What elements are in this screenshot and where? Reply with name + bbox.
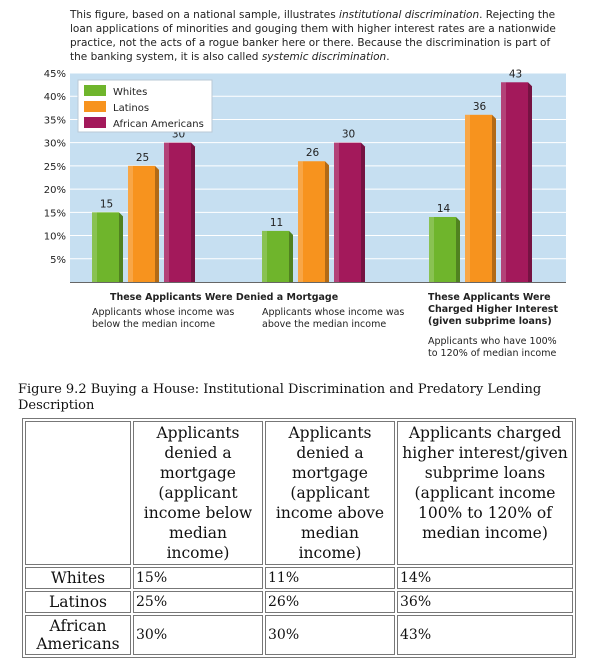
table-header: Applicants denied a mortgage (applicant … <box>265 421 395 565</box>
y-tick-label: 5% <box>50 255 66 266</box>
bar-value-label: 11 <box>270 217 283 229</box>
table-header-row: Applicants denied a mortgage (applicant … <box>25 421 573 565</box>
group-label-below: Applicants whose income was below the me… <box>92 307 235 330</box>
figure-caption: Figure 9.2 Buying a House: Institutional… <box>18 382 542 413</box>
y-tick-label: 30% <box>44 139 66 150</box>
bar-value-label: 14 <box>437 203 451 215</box>
group-label-100-120: Applicants who have 100% to 120% of medi… <box>428 336 557 359</box>
bar-highlight <box>128 165 133 282</box>
bar-side <box>528 82 532 283</box>
intro-emphasis: institutional discrimination <box>339 9 480 21</box>
bar <box>501 82 528 283</box>
legend-label: African Americans <box>113 119 204 130</box>
bar-side <box>191 142 195 282</box>
y-tick-label: 40% <box>44 92 66 103</box>
legend-swatch <box>84 85 106 96</box>
table-corner <box>25 421 131 565</box>
table-cell: 11% <box>265 567 395 589</box>
legend-swatch <box>84 101 106 112</box>
intro-text: This figure, based on a national sample,… <box>70 8 570 64</box>
table-row: Latinos 25% 26% 36% <box>25 591 573 613</box>
table-cell: 30% <box>265 615 395 655</box>
bar <box>164 142 191 282</box>
table-cell: 25% <box>133 591 263 613</box>
legend-label: Latinos <box>113 103 149 114</box>
bar-highlight <box>92 212 97 282</box>
bar-value-label: 43 <box>509 68 522 80</box>
bar-highlight <box>262 230 267 282</box>
bar-side <box>325 161 329 282</box>
bar <box>465 114 492 282</box>
bar-highlight <box>164 142 169 282</box>
group-header-denied: These Applicants Were Denied a Mortgage <box>110 292 339 303</box>
bar <box>429 216 456 282</box>
y-tick-label: 15% <box>44 208 66 219</box>
group-label-above: Applicants whose income was above the me… <box>262 307 405 330</box>
bar-side <box>492 114 496 282</box>
table-cell: 30% <box>133 615 263 655</box>
row-header: Latinos <box>25 591 131 613</box>
bar-side <box>289 230 293 282</box>
table-row: African Americans 30% 30% 43% <box>25 615 573 655</box>
table-header: Applicants charged higher interest/given… <box>397 421 573 565</box>
bar <box>262 230 289 282</box>
table-cell: 43% <box>397 615 573 655</box>
row-header: African Americans <box>25 615 131 655</box>
bar-value-label: 25 <box>136 152 149 164</box>
table-header: Applicants denied a mortgage (applicant … <box>133 421 263 565</box>
bar-highlight <box>429 216 434 282</box>
y-tick-label: 35% <box>44 115 66 126</box>
bar-side <box>119 212 123 282</box>
bar-highlight <box>298 161 303 282</box>
legend-swatch <box>84 117 106 128</box>
y-tick-label: 20% <box>44 185 66 196</box>
bar <box>92 212 119 282</box>
intro-part: . Rejecting the loan applications of min… <box>70 9 556 63</box>
bar-highlight <box>465 114 470 282</box>
bar-value-label: 36 <box>473 101 487 113</box>
bar-side <box>155 165 159 282</box>
bar-highlight <box>334 142 339 282</box>
table-cell: 36% <box>397 591 573 613</box>
table-cell: 15% <box>133 567 263 589</box>
bar-highlight <box>501 82 506 283</box>
bar <box>334 142 361 282</box>
table-cell: 26% <box>265 591 395 613</box>
bar-value-label: 26 <box>306 147 320 159</box>
table-cell: 14% <box>397 567 573 589</box>
table-row: Whites 15% 11% 14% <box>25 567 573 589</box>
intro-part: . <box>386 51 390 63</box>
y-tick-label: 25% <box>44 162 66 173</box>
bar-value-label: 15 <box>100 198 113 210</box>
bar-side <box>456 216 460 282</box>
legend-label: Whites <box>113 87 147 98</box>
intro-emphasis: systemic discrimination <box>261 51 387 63</box>
bar-value-label: 30 <box>342 129 355 141</box>
y-tick-label: 45% <box>44 69 66 80</box>
group-header-charged: These Applicants Were Charged Higher Int… <box>428 292 558 327</box>
bar <box>298 161 325 282</box>
data-table: Applicants denied a mortgage (applicant … <box>22 418 576 658</box>
bar <box>128 165 155 282</box>
y-tick-label: 10% <box>44 232 66 243</box>
bar-chart: 5%10%15%20%25%30%35%40%45%15253011263014… <box>44 68 566 283</box>
row-header: Whites <box>25 567 131 589</box>
bar-side <box>361 142 365 282</box>
intro-part: This figure, based on a national sample,… <box>70 9 340 21</box>
